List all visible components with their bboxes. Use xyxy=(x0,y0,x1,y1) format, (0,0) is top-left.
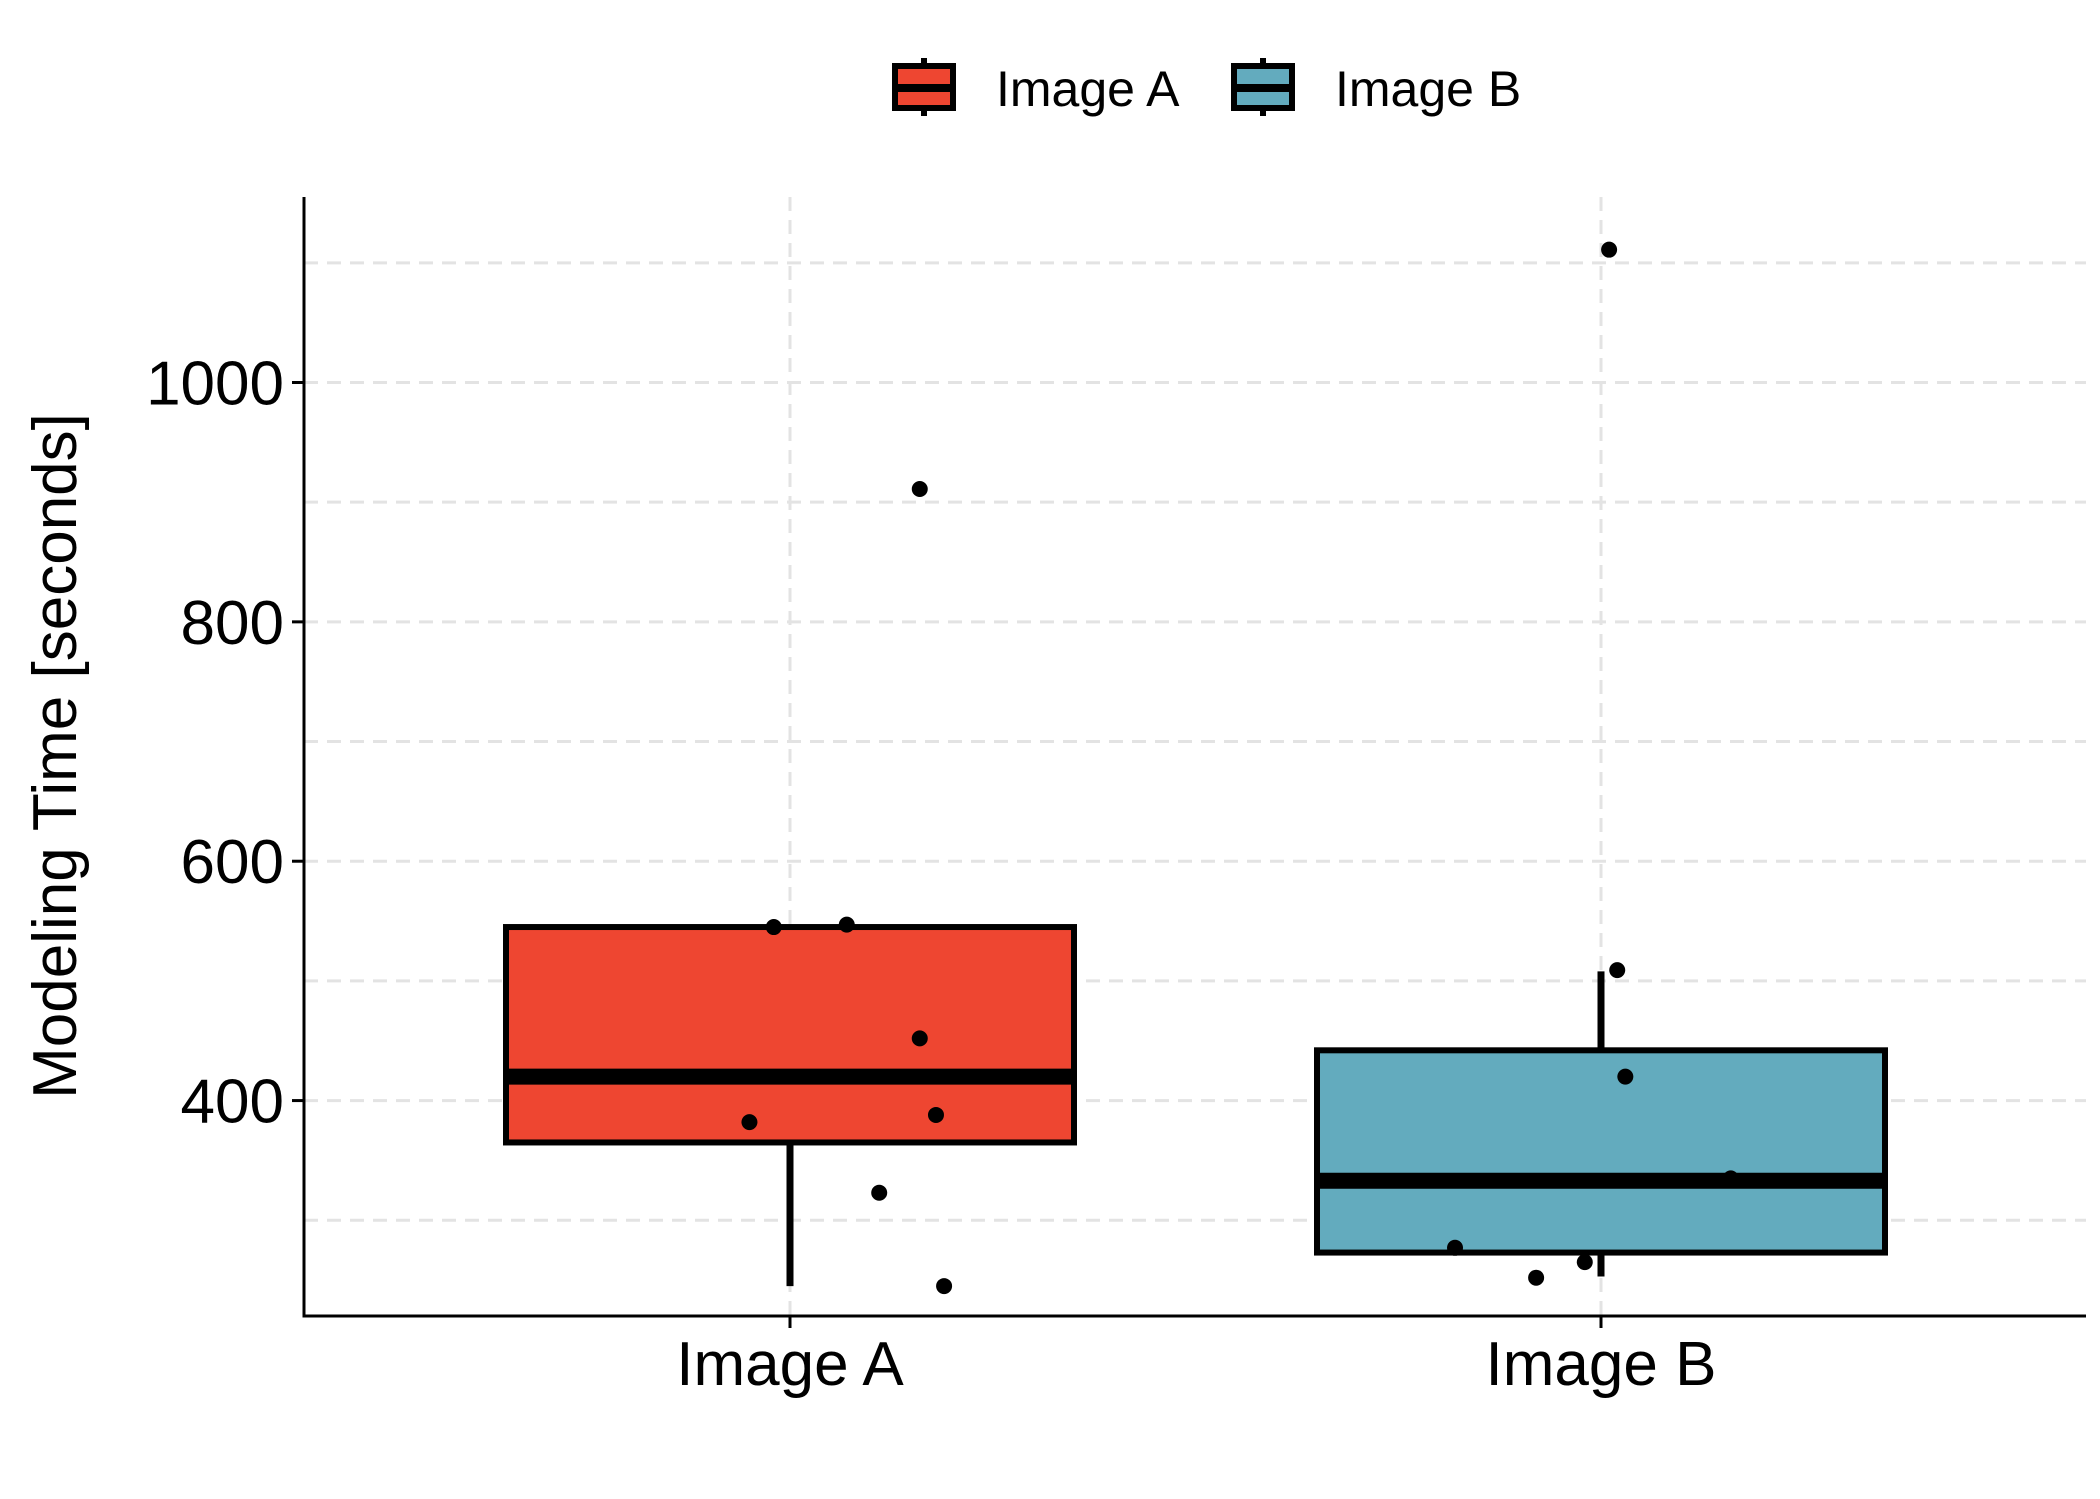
y-tick-label: 800 xyxy=(181,589,284,658)
legend-item-image-b: Image B xyxy=(1231,58,1521,117)
box-image-b xyxy=(1314,1047,1888,1256)
data-point xyxy=(1447,1239,1464,1256)
data-point xyxy=(936,1278,953,1295)
data-point xyxy=(1528,1269,1545,1286)
y-tick-label: 600 xyxy=(181,828,284,897)
data-point xyxy=(741,1114,758,1131)
data-point xyxy=(1576,1254,1593,1271)
data-point xyxy=(911,1030,928,1047)
y-tick-label: 400 xyxy=(181,1068,284,1137)
x-tick-label: Image B xyxy=(1486,1330,1717,1399)
y-tick-label: 1000 xyxy=(146,350,284,419)
data-point xyxy=(765,919,782,936)
data-point xyxy=(1617,1068,1634,1085)
legend-label: Image B xyxy=(1335,61,1521,117)
data-point xyxy=(838,916,855,933)
x-axis-ticks: Image A Image B xyxy=(676,1316,1716,1399)
y-axis-ticks: 400 600 800 1000 xyxy=(146,350,304,1137)
legend-label: Image A xyxy=(996,61,1180,117)
data-point xyxy=(871,1184,888,1201)
legend-item-image-a: Image A xyxy=(892,58,1180,117)
x-tick-label: Image A xyxy=(676,1330,904,1399)
data-point xyxy=(911,481,928,498)
data-point xyxy=(1722,1170,1739,1187)
data-point xyxy=(1601,241,1618,258)
data-points xyxy=(741,241,1739,1295)
box-image-a xyxy=(503,924,1077,1146)
data-point xyxy=(927,1106,944,1123)
data-point xyxy=(1609,962,1626,979)
boxes xyxy=(503,924,1888,1287)
y-axis-title: Modeling Time [seconds] xyxy=(21,413,90,1099)
legend: Image A Image B xyxy=(892,58,1521,117)
